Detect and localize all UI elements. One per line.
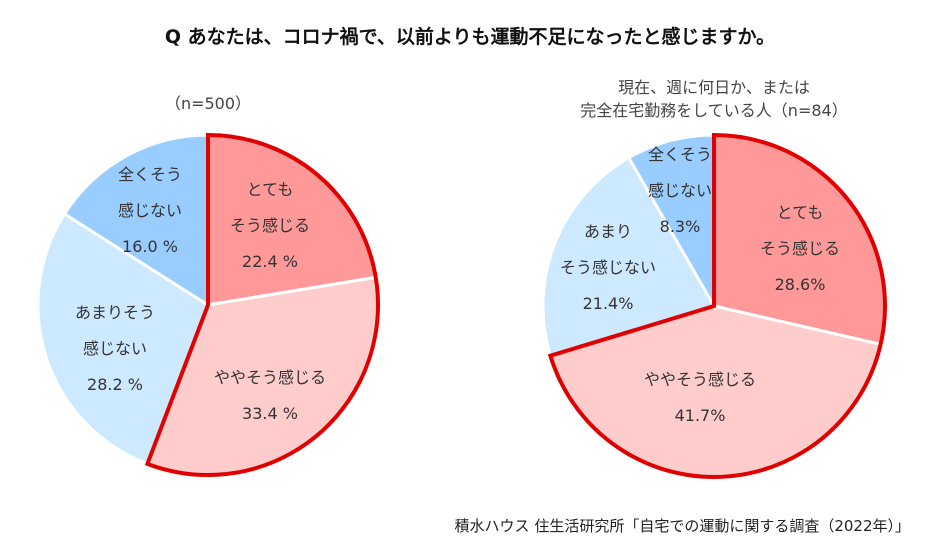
slice-label-notatall: 全くそう感じない 16.0 %	[118, 157, 182, 265]
slice-label-line: そう感じる	[759, 239, 841, 258]
slice-label-line: 8.3%	[659, 217, 701, 236]
slice-label-notmuch: あまりそう感じない 28.2 %	[75, 295, 155, 403]
slice-label-line: とても	[246, 180, 294, 199]
slice-label-notatall: 全くそう感じない 8.3%	[648, 137, 712, 245]
slice-label-line: 感じない	[647, 181, 713, 200]
pie2-subtitle: 現在、週に何日か、または 完全在宅勤務をしている人（n=84）	[514, 76, 914, 122]
highlight-outline	[547, 132, 887, 479]
slice-label-line: ややそう感じる	[643, 370, 757, 389]
slice-label-line: 22.4 %	[242, 252, 298, 271]
slice-label-line: そう感じる	[229, 216, 311, 235]
slice-label-somewhat: ややそう感じる 33.4 %	[214, 360, 326, 432]
slice-label-line: 16.0 %	[122, 237, 178, 256]
slice-label-line: 33.4 %	[242, 404, 298, 423]
slice-label-somewhat: ややそう感じる 41.7%	[644, 362, 756, 434]
slice-label-line: 全くそう	[117, 165, 183, 184]
question-title: Q あなたは、コロナ禍で、以前よりも運動不足になったと感じますか。	[164, 26, 776, 48]
slice-label-line: 41.7%	[674, 406, 726, 425]
pie2-subtitle-line: 現在、週に何日か、または	[618, 78, 810, 97]
slice-label-line: 28.6%	[774, 275, 826, 294]
pie-slice-notatall	[62, 133, 210, 308]
highlight-outline	[144, 132, 380, 477]
slice-label-line: そう感じない	[559, 258, 657, 277]
source-note: 積水ハウス 住生活研究所「自宅での運動に関する調査（2022年）」	[454, 517, 910, 535]
pie2-subtitle-line: 完全在宅勤務をしている人（n=84）	[580, 101, 848, 120]
slice-label-line: あまりそう	[74, 303, 156, 322]
pie-slice-notmuch	[541, 155, 717, 358]
slice-label-notmuch: あまりそう感じない 21.4%	[560, 214, 656, 322]
slice-label-line: 感じない	[82, 339, 148, 358]
pie1-subtitle: （n=500）	[164, 94, 252, 113]
slice-label-line: ややそう感じる	[213, 368, 327, 387]
slice-label-line: 全くそう	[647, 145, 713, 164]
slice-label-line: 28.2 %	[87, 375, 143, 394]
pie-slice-notmuch	[36, 211, 210, 466]
slice-label-line: あまり	[583, 222, 633, 241]
slice-label-line: 感じない	[117, 201, 183, 220]
slice-label-line: 21.4%	[582, 294, 634, 313]
slice-label-very: とてもそう感じる 22.4 %	[230, 172, 310, 280]
slice-label-line: とても	[776, 203, 824, 222]
slice-label-very: とてもそう感じる 28.6%	[760, 195, 840, 303]
